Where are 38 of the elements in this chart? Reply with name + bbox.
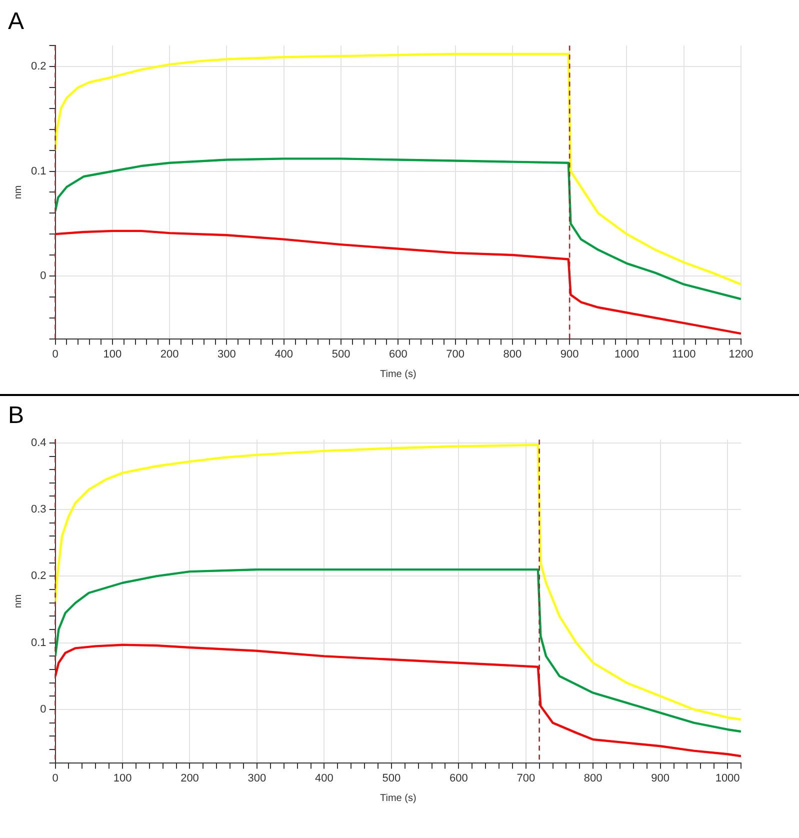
x-tick-label: 400 [315,772,334,784]
x-tick-label: 100 [103,348,122,360]
x-tick-label: 200 [160,348,179,360]
x-tick-label: 1200 [728,348,754,360]
y-tick-label: 0.1 [30,636,46,649]
y-axis-title: nm [12,594,24,608]
x-tick-label: 300 [248,772,266,784]
x-tick-label: 500 [382,772,401,784]
x-tick-label: 600 [449,772,468,784]
x-tick-label: 800 [503,348,522,360]
x-tick-label: 1100 [672,348,696,360]
y-tick-label: 0 [40,704,46,716]
y-tick-label: 0.2 [30,60,46,73]
y-axis-title: nm [12,185,24,200]
x-tick-label: 0 [52,348,58,360]
x-tick-label: 300 [218,348,236,360]
y-tick-label: 0 [40,270,46,282]
y-tick-label: 0.1 [30,165,46,178]
x-tick-label: 200 [180,772,199,784]
x-tick-label: 1000 [614,348,639,360]
chart-title: B [8,402,26,430]
x-tick-label: 900 [560,348,579,360]
x-tick-label: 800 [584,772,602,784]
x-tick-label: 700 [516,772,536,784]
x-axis-title: Time (s) [380,368,416,380]
x-tick-label: 100 [113,772,132,784]
x-tick-label: 1000 [715,772,740,784]
x-tick-label: 500 [332,348,350,360]
y-tick-label: 0.4 [30,436,46,449]
x-tick-label: 0 [52,772,58,784]
chart-title: A [8,8,26,36]
x-tick-label: 900 [651,772,670,784]
x-axis-title: Time (s) [380,792,416,804]
x-tick-label: 700 [446,348,464,360]
x-tick-label: 400 [274,348,294,360]
x-tick-label: 600 [388,348,408,360]
y-tick-label: 0.3 [30,504,46,516]
y-tick-label: 0.2 [30,570,46,582]
